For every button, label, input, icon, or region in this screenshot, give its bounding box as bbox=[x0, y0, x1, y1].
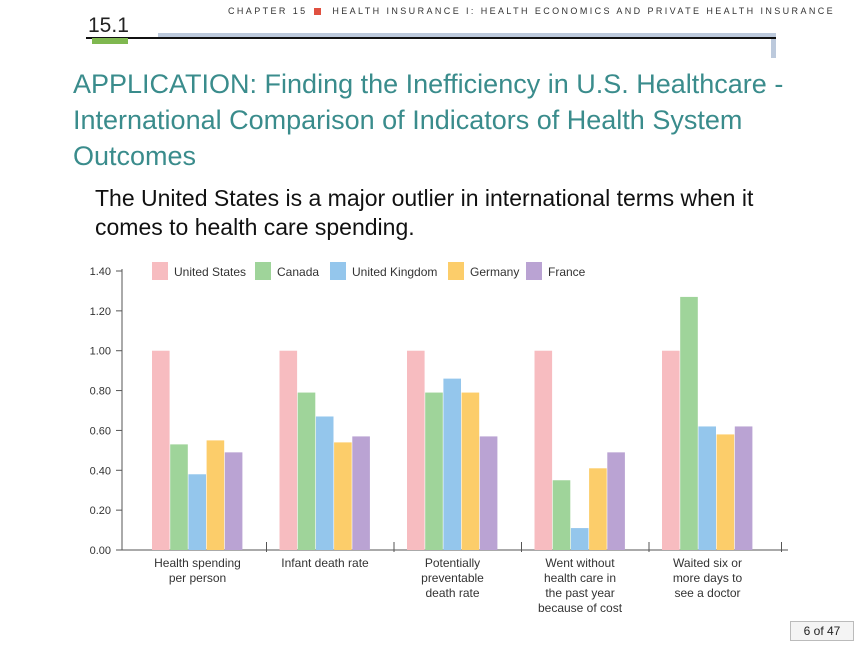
legend-label: Canada bbox=[277, 265, 319, 279]
x-category-label: preventable bbox=[421, 571, 484, 585]
section-tab bbox=[92, 38, 128, 44]
chapter-number: CHAPTER 15 bbox=[228, 6, 308, 16]
header-rule-accent bbox=[158, 33, 776, 38]
y-tick-label: 0.20 bbox=[90, 505, 111, 517]
legend-label: United Kingdom bbox=[352, 265, 437, 279]
bar-united-kingdom bbox=[443, 378, 461, 550]
bar-united-states bbox=[407, 350, 425, 550]
y-tick-label: 0.60 bbox=[90, 425, 111, 437]
legend-swatch bbox=[330, 262, 346, 280]
slide-title: APPLICATION: Finding the Inefficiency in… bbox=[73, 69, 784, 171]
bar-canada bbox=[170, 444, 188, 550]
header-rule bbox=[86, 37, 776, 39]
lead-text: The United States is a major outlier in … bbox=[95, 185, 754, 240]
x-category-label: Infant death rate bbox=[281, 556, 369, 570]
bar-germany bbox=[206, 440, 225, 550]
bar-united-states bbox=[534, 350, 553, 550]
bar-canada bbox=[680, 296, 698, 550]
bar-germany bbox=[461, 392, 480, 550]
legend-swatch bbox=[448, 262, 464, 280]
bar-france bbox=[352, 436, 370, 550]
y-tick-label: 0.80 bbox=[90, 386, 111, 398]
bar-germany bbox=[334, 442, 352, 550]
legend-swatch bbox=[255, 262, 271, 280]
x-category-label: Health spending bbox=[154, 556, 241, 570]
y-tick-label: 1.40 bbox=[90, 266, 111, 278]
bar-canada bbox=[552, 480, 571, 550]
bar-france bbox=[479, 436, 498, 550]
bar-germany bbox=[716, 434, 735, 550]
legend-swatch bbox=[152, 262, 168, 280]
x-category-label: health care in bbox=[544, 571, 616, 585]
bar-canada bbox=[297, 392, 316, 550]
bar-germany bbox=[589, 468, 607, 550]
x-category-label: more days to bbox=[673, 571, 743, 585]
x-category-label: the past year bbox=[545, 586, 614, 600]
bar-united-kingdom bbox=[570, 528, 589, 550]
bar-united-kingdom bbox=[315, 416, 334, 550]
bar-united-states bbox=[662, 350, 680, 550]
bar-united-kingdom bbox=[698, 426, 716, 550]
chapter-title: HEALTH INSURANCE I: HEALTH ECONOMICS AND… bbox=[332, 6, 836, 16]
x-category-label: Potentially bbox=[425, 556, 480, 570]
bar-united-states bbox=[152, 350, 170, 550]
legend-label: Germany bbox=[470, 265, 519, 279]
y-tick-label: 1.20 bbox=[90, 306, 111, 318]
y-tick-label: 0.00 bbox=[90, 545, 111, 557]
x-category-label: see a doctor bbox=[674, 586, 740, 600]
bar-france bbox=[607, 452, 625, 550]
bar-chart: 0.00 0.20 0.40 0.60 0.80 1.00 1.20 1.40 Health s… bbox=[90, 262, 788, 615]
bullet-square-icon bbox=[314, 8, 322, 16]
x-category-label: Waited six or bbox=[673, 556, 742, 570]
chapter-header: CHAPTER 15 HEALTH INSURANCE I: HEALTH EC… bbox=[228, 6, 835, 16]
legend-swatch bbox=[526, 262, 542, 280]
bar-france bbox=[734, 426, 753, 550]
page-number: 6 of 47 bbox=[790, 621, 854, 641]
bar-united-kingdom bbox=[188, 474, 206, 550]
bar-canada bbox=[425, 392, 443, 550]
x-category-label: death rate bbox=[425, 586, 479, 600]
y-tick-label: 1.00 bbox=[90, 346, 111, 358]
header-rule-accent-vertical bbox=[771, 38, 776, 58]
y-tick-label: 0.40 bbox=[90, 465, 111, 477]
bar-france bbox=[224, 452, 243, 550]
bar-united-states bbox=[279, 350, 298, 550]
legend-label: United States bbox=[174, 265, 246, 279]
x-category-label: per person bbox=[169, 571, 226, 585]
legend-label: France bbox=[548, 265, 586, 279]
x-category-label: because of cost bbox=[538, 601, 623, 615]
section-number: 15.1 bbox=[88, 14, 129, 37]
x-category-label: Went without bbox=[545, 556, 615, 570]
